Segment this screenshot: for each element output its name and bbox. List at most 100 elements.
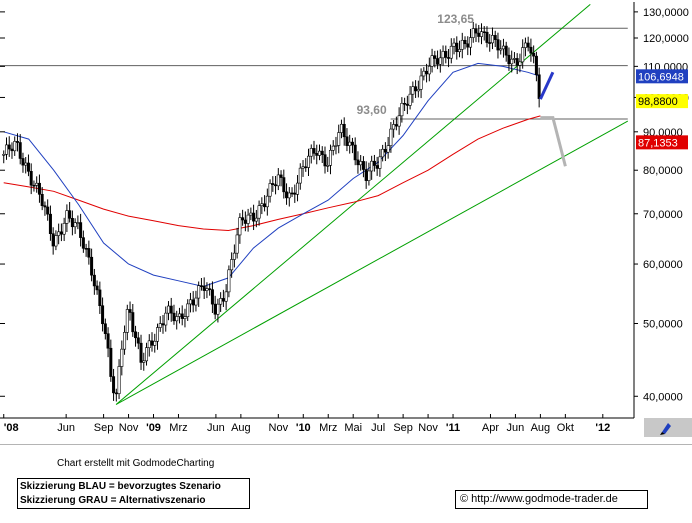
plot-area: 123,65110,2693,60 xyxy=(0,4,629,405)
candle-body xyxy=(386,145,390,153)
candle-body xyxy=(411,86,415,95)
candle-body xyxy=(337,132,341,146)
candle-body xyxy=(70,218,74,228)
candle-body xyxy=(235,234,239,254)
candle-body xyxy=(40,194,44,206)
candle-body xyxy=(32,184,36,187)
price-tag-label: 106,6948 xyxy=(638,71,684,83)
candle-body xyxy=(326,165,330,167)
candle-body xyxy=(263,203,267,208)
x-tick-label: '10 xyxy=(296,422,311,434)
candle-body xyxy=(304,166,308,169)
x-tick-label: Sep xyxy=(94,422,114,434)
candle-body xyxy=(447,57,451,59)
candle-body xyxy=(164,312,168,326)
candle-body xyxy=(51,233,55,247)
candle-body xyxy=(188,299,192,305)
candle-body xyxy=(501,45,505,50)
candle-body xyxy=(183,316,187,319)
candle-body xyxy=(427,65,431,75)
candle-body xyxy=(73,222,77,228)
candle-body xyxy=(405,103,409,106)
candle-body xyxy=(474,28,478,34)
y-tick-label: 120,0000 xyxy=(643,33,689,45)
x-tick-label: '12 xyxy=(595,422,610,434)
candle-body xyxy=(482,31,486,34)
candle-body xyxy=(90,256,94,276)
candle-body xyxy=(315,153,319,156)
candle-body xyxy=(479,31,483,37)
candle-body xyxy=(504,45,508,56)
candle-body xyxy=(378,156,382,169)
x-tick-label: '11 xyxy=(446,422,460,434)
x-tick-label: Mai xyxy=(344,422,362,434)
candle-body xyxy=(523,42,527,48)
candle-body xyxy=(114,392,118,395)
candle-body xyxy=(252,212,256,222)
x-tick-label: Aug xyxy=(231,422,251,434)
candle-body xyxy=(180,313,184,319)
candle-body xyxy=(128,309,132,313)
candle-body xyxy=(477,32,481,37)
source-url[interactable]: © http://www.godmode-trader.de xyxy=(455,490,648,509)
candle-body xyxy=(57,231,61,236)
candle-body xyxy=(436,58,440,65)
candle-body xyxy=(246,214,250,224)
candle-body xyxy=(131,312,135,333)
chart-credit: Chart erstellt mit GodmodeCharting xyxy=(57,458,215,469)
candle-body xyxy=(158,323,162,328)
candle-body xyxy=(312,148,316,154)
candle-body xyxy=(10,148,14,152)
x-tick-label: Aug xyxy=(531,422,551,434)
candle-body xyxy=(249,212,253,216)
candle-body xyxy=(29,171,33,186)
candle-body xyxy=(287,192,291,199)
candle-body xyxy=(68,210,72,219)
candle-body xyxy=(169,305,173,314)
candle-body xyxy=(309,148,313,157)
candle-body xyxy=(499,48,503,51)
candle-body xyxy=(197,285,201,299)
candle-body xyxy=(488,42,492,44)
candle-body xyxy=(334,145,338,147)
candle-body xyxy=(2,154,6,156)
candle-body xyxy=(367,170,371,181)
y-tick-label: 40,0000 xyxy=(643,391,683,403)
candle-body xyxy=(172,312,176,322)
candle-body xyxy=(4,144,8,155)
candle-body xyxy=(227,269,231,293)
candle-body xyxy=(48,213,52,235)
candle-body xyxy=(254,217,258,222)
x-tick-label: Jun xyxy=(207,422,225,434)
x-tick-label: Nov xyxy=(418,422,438,434)
candle-body xyxy=(518,61,522,66)
draw-pen-icon[interactable] xyxy=(644,418,692,437)
candle-body xyxy=(153,340,157,346)
candle-body xyxy=(298,167,302,184)
candle-body xyxy=(134,331,138,339)
candle-body xyxy=(458,49,462,53)
candle-body xyxy=(414,86,418,92)
candle-body xyxy=(24,162,28,166)
separator-line xyxy=(0,444,692,445)
candle-body xyxy=(98,289,102,307)
candle-body xyxy=(441,51,445,59)
candle-body xyxy=(375,165,379,169)
candle-body xyxy=(103,323,107,334)
candle-body xyxy=(62,222,66,235)
candle-body xyxy=(408,93,412,106)
candle-body xyxy=(26,162,30,172)
moving-average-blue xyxy=(3,62,541,288)
candle-body xyxy=(285,191,289,199)
price-tag-box xyxy=(636,135,688,150)
candle-body xyxy=(232,252,236,260)
candle-body xyxy=(419,75,423,90)
candle-body xyxy=(117,366,121,394)
y-tick-label: 80,0000 xyxy=(643,165,683,177)
candle-body xyxy=(353,144,357,161)
candle-body xyxy=(471,28,475,38)
candle-body xyxy=(372,160,376,166)
candle-body xyxy=(274,184,278,187)
candle-body xyxy=(361,161,365,170)
y-tick-label: 70,0000 xyxy=(643,209,683,221)
